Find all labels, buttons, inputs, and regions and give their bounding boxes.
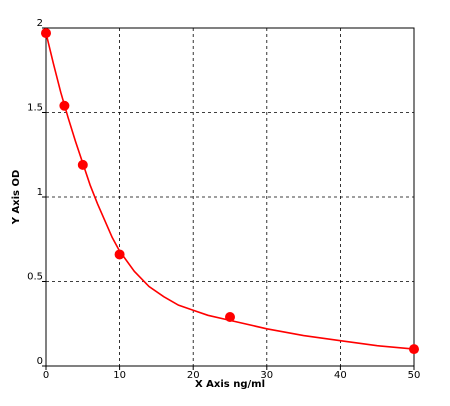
x-tick-label: 0 — [43, 370, 49, 381]
y-tick-label: 2 — [37, 18, 43, 29]
data-point — [114, 249, 125, 260]
x-tick-label: 10 — [113, 370, 126, 381]
y-tick-label: 0 — [37, 356, 43, 367]
x-axis-title: X Axis ng/ml — [195, 379, 265, 390]
x-tick-label: 30 — [260, 370, 273, 381]
fit-curve — [45, 32, 415, 350]
y-axis-title: Y Axis OD — [11, 170, 22, 226]
y-tick-label: 1.5 — [27, 103, 43, 114]
x-tick-label: 40 — [334, 370, 347, 381]
x-tick-label: 50 — [408, 370, 421, 381]
x-tick-label: 20 — [187, 370, 200, 381]
plot-frame — [45, 27, 415, 367]
y-tick-label: 0.5 — [27, 272, 43, 283]
y-tick-label: 1 — [37, 187, 43, 198]
